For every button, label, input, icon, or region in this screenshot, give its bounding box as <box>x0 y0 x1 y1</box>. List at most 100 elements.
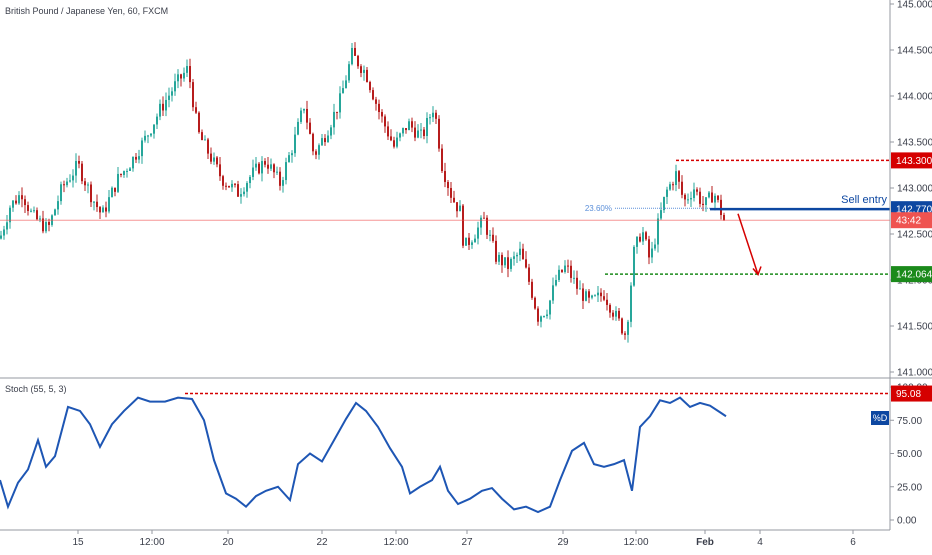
candle-body <box>714 195 716 203</box>
candle-body <box>249 176 251 184</box>
candle-body <box>78 160 80 164</box>
candle-body <box>300 110 302 122</box>
candle-body <box>423 129 425 137</box>
candle-body <box>144 135 146 141</box>
candle-body <box>651 248 653 258</box>
candle-body <box>0 235 2 239</box>
candle-body <box>681 181 683 195</box>
candle-body <box>210 153 212 162</box>
candle-body <box>129 168 131 171</box>
price-tick-label: 143.500 <box>897 138 932 149</box>
stoch-line <box>0 396 727 514</box>
fib-label: 23.60% <box>585 204 612 213</box>
time-tick-label: 15 <box>72 537 84 548</box>
candle-body <box>21 195 23 200</box>
candle-body <box>711 192 713 203</box>
candle-body <box>174 81 176 92</box>
candle-body <box>282 180 284 186</box>
candle-body <box>81 163 83 182</box>
candle-body <box>171 91 173 96</box>
candle-body <box>432 112 434 118</box>
candle-body <box>102 207 104 213</box>
candle-body <box>201 132 203 141</box>
candle-body <box>222 176 224 186</box>
candle-body <box>495 240 497 262</box>
stoch-layer[interactable] <box>0 392 890 514</box>
candle-body <box>135 156 137 160</box>
candle-body <box>558 269 560 280</box>
candle-body <box>630 285 632 322</box>
candle-body <box>438 118 440 149</box>
candle-body <box>156 116 158 125</box>
candle-body <box>501 254 503 266</box>
price-tick-label: 145.000 <box>897 0 932 11</box>
stoch-tick-label: 75.00 <box>897 416 922 427</box>
candle-body <box>723 215 725 221</box>
candle-body <box>285 162 287 181</box>
candle-body <box>18 195 20 204</box>
candle-body <box>657 218 659 245</box>
candle-body <box>384 116 386 127</box>
candle-body <box>462 205 464 246</box>
resistance-label: 143.300 <box>896 156 932 167</box>
candle-body <box>195 107 197 113</box>
sell-entry-text: Sell entry <box>841 194 887 206</box>
candle-body <box>522 248 524 260</box>
stoch-tick-label: 25.00 <box>897 482 922 493</box>
candle-body <box>15 200 17 204</box>
candle-body <box>480 217 482 228</box>
candle-body <box>414 127 416 138</box>
price-layer[interactable]: Sell entry 23.60% <box>0 42 890 343</box>
candle-body <box>348 64 350 81</box>
candle-body <box>48 222 50 225</box>
price-tick-label: 141.500 <box>897 322 932 333</box>
candle-body <box>474 238 476 243</box>
candle-body <box>612 312 614 317</box>
stoch-pct-label: %D <box>873 413 888 423</box>
candle-body <box>591 295 593 298</box>
price-tick-label: 143.000 <box>897 184 932 195</box>
time-tick-label: 29 <box>557 537 569 548</box>
candle-body <box>42 218 44 232</box>
stoch-level-badge <box>891 385 932 402</box>
candle-body <box>27 205 29 211</box>
candle-body <box>39 218 41 220</box>
candle-body <box>207 139 209 154</box>
candle-body <box>120 173 122 175</box>
candle-body <box>702 203 704 206</box>
candle-body <box>12 200 14 208</box>
candle-body <box>678 171 680 182</box>
price-tick-label: 142.500 <box>897 230 932 241</box>
candle-body <box>513 256 515 259</box>
candle-body <box>336 111 338 113</box>
candle-body <box>24 199 26 206</box>
candle-body <box>576 277 578 289</box>
stoch-pct-badge <box>871 411 889 425</box>
candle-body <box>435 112 437 119</box>
time-tick-label: 4 <box>757 537 763 548</box>
candle-body <box>627 321 629 335</box>
candle-body <box>378 103 380 113</box>
candle-body <box>402 128 404 134</box>
candle-body <box>429 117 431 119</box>
candle-body <box>234 183 236 185</box>
candle-body <box>192 82 194 108</box>
symbol-title: British Pound / Japanese Yen, 60, FXCM <box>5 6 168 16</box>
candle-body <box>672 184 674 186</box>
candle-body <box>600 292 602 297</box>
candle-body <box>312 133 314 152</box>
candle-body <box>186 66 188 73</box>
candle-body <box>516 254 518 257</box>
candle-body <box>477 227 479 239</box>
candle-body <box>99 207 101 213</box>
candle-body <box>324 138 326 143</box>
candle-body <box>441 148 443 172</box>
candle-body <box>372 90 374 100</box>
candle-body <box>504 257 506 266</box>
candle-body <box>288 155 290 163</box>
candle-body <box>132 156 134 169</box>
candle-body <box>555 279 557 286</box>
